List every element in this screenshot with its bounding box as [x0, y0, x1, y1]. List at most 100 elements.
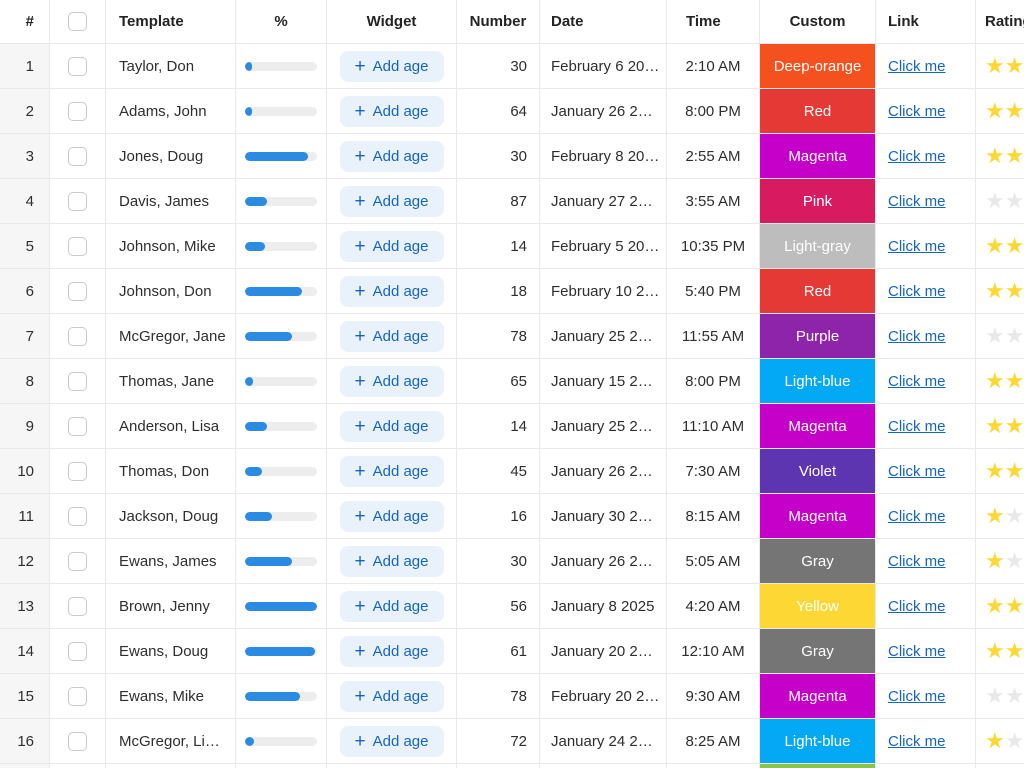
add-age-button[interactable]: + Add age [339, 365, 444, 397]
number-cell[interactable]: 30 [457, 134, 540, 179]
row-checkbox[interactable] [68, 686, 87, 706]
click-me-link[interactable]: Click me [888, 417, 946, 435]
star-icon[interactable]: ★ [1004, 143, 1024, 168]
time-cell[interactable]: 10:35 PM [667, 224, 760, 269]
number-cell[interactable]: 87 [457, 179, 540, 224]
time-cell[interactable]: 2:10 AM [667, 44, 760, 89]
click-me-link[interactable]: Click me [888, 597, 946, 615]
star-icon[interactable]: ★ [1004, 323, 1024, 348]
template-cell[interactable]: Johnson, Don [106, 269, 236, 314]
number-cell[interactable]: 14 [457, 404, 540, 449]
number-cell[interactable]: 56 [457, 584, 540, 629]
row-checkbox[interactable] [68, 641, 87, 661]
number-cell[interactable]: 72 [457, 719, 540, 764]
template-cell[interactable]: Johnson, Mike [106, 224, 236, 269]
row-checkbox[interactable] [68, 236, 87, 256]
star-icon[interactable]: ★ [1004, 683, 1024, 708]
date-cell[interactable]: January 20 2… [540, 629, 667, 674]
star-icon[interactable]: ★ [985, 458, 1005, 483]
star-icon[interactable]: ★ [985, 188, 1005, 213]
star-icon[interactable]: ★ [1004, 413, 1024, 438]
time-cell[interactable]: 11:10 AM [667, 404, 760, 449]
star-icon[interactable]: ★ [985, 143, 1005, 168]
time-cell[interactable]: 8:25 AM [667, 719, 760, 764]
star-icon[interactable]: ★ [985, 593, 1005, 618]
template-cell[interactable]: McGregor, Li… [106, 719, 236, 764]
date-cell[interactable]: January 26 2… [540, 449, 667, 494]
time-cell[interactable]: 3:55 AM [667, 179, 760, 224]
template-cell[interactable]: Thomas, Don [106, 449, 236, 494]
star-icon[interactable]: ★ [985, 548, 1005, 573]
add-age-button[interactable]: + Add age [339, 725, 444, 757]
star-icon[interactable]: ★ [1004, 188, 1024, 213]
template-cell[interactable]: Taylor, Don [106, 44, 236, 89]
add-age-button[interactable]: + Add age [339, 635, 444, 667]
template-cell[interactable]: Ewans, Doug [106, 629, 236, 674]
row-checkbox[interactable] [68, 731, 87, 751]
time-cell[interactable]: 2:55 AM [667, 134, 760, 179]
star-icon[interactable]: ★ [1004, 233, 1024, 258]
number-cell[interactable]: 65 [457, 359, 540, 404]
template-cell[interactable]: Ewans, Mike [106, 674, 236, 719]
add-age-button[interactable]: + Add age [339, 185, 444, 217]
click-me-link[interactable]: Click me [888, 642, 946, 660]
click-me-link[interactable]: Click me [888, 462, 946, 480]
add-age-button[interactable]: + Add age [339, 50, 444, 82]
star-icon[interactable]: ★ [1004, 638, 1024, 663]
add-age-button[interactable]: + Add age [339, 590, 444, 622]
add-age-button[interactable]: + Add age [339, 140, 444, 172]
number-cell[interactable]: 30 [457, 539, 540, 584]
number-cell[interactable]: 30 [457, 44, 540, 89]
time-cell[interactable]: 11:55 AM [667, 314, 760, 359]
number-cell[interactable]: 18 [457, 269, 540, 314]
star-icon[interactable]: ★ [1004, 98, 1024, 123]
date-cell[interactable]: January 27 2… [540, 179, 667, 224]
template-cell[interactable]: Davis, James [106, 179, 236, 224]
time-cell[interactable]: 7:30 AM [667, 449, 760, 494]
star-icon[interactable]: ★ [1004, 593, 1024, 618]
date-cell[interactable]: January 25 2… [540, 404, 667, 449]
row-checkbox[interactable] [68, 101, 87, 121]
star-icon[interactable]: ★ [1004, 548, 1024, 573]
number-cell[interactable]: 61 [457, 629, 540, 674]
time-cell[interactable]: 8:15 AM [667, 494, 760, 539]
number-cell[interactable] [457, 764, 540, 768]
star-icon[interactable]: ★ [985, 98, 1005, 123]
add-age-button[interactable]: + Add age [339, 680, 444, 712]
click-me-link[interactable]: Click me [888, 102, 946, 120]
date-cell[interactable]: January 26 2… [540, 89, 667, 134]
row-checkbox[interactable] [68, 326, 87, 346]
click-me-link[interactable]: Click me [888, 192, 946, 210]
time-cell[interactable]: 9:30 AM [667, 674, 760, 719]
number-cell[interactable]: 14 [457, 224, 540, 269]
add-age-button[interactable]: + Add age [339, 500, 444, 532]
date-cell[interactable]: February 8 20… [540, 134, 667, 179]
click-me-link[interactable]: Click me [888, 237, 946, 255]
star-icon[interactable]: ★ [1004, 53, 1024, 78]
star-icon[interactable]: ★ [1004, 368, 1024, 393]
click-me-link[interactable]: Click me [888, 552, 946, 570]
star-icon[interactable]: ★ [985, 503, 1005, 528]
date-cell[interactable]: February 5 20… [540, 224, 667, 269]
time-cell[interactable]: 8:00 PM [667, 359, 760, 404]
number-cell[interactable]: 78 [457, 674, 540, 719]
template-cell[interactable]: Adams, John [106, 89, 236, 134]
row-checkbox[interactable] [68, 551, 87, 571]
template-cell[interactable]: Ewans, James [106, 539, 236, 584]
click-me-link[interactable]: Click me [888, 147, 946, 165]
date-cell[interactable]: January 25 2… [540, 314, 667, 359]
date-cell[interactable]: February 20 2… [540, 674, 667, 719]
row-checkbox[interactable] [68, 371, 87, 391]
add-age-button[interactable]: + Add age [339, 320, 444, 352]
star-icon[interactable]: ★ [985, 53, 1005, 78]
date-cell[interactable] [540, 764, 667, 768]
add-age-button[interactable]: + Add age [339, 455, 444, 487]
template-cell[interactable]: McGregor, Jane [106, 314, 236, 359]
add-age-button[interactable]: + Add age [339, 545, 444, 577]
click-me-link[interactable]: Click me [888, 687, 946, 705]
add-age-button[interactable]: + Add age [339, 410, 444, 442]
star-icon[interactable]: ★ [985, 233, 1005, 258]
time-cell[interactable]: 5:40 PM [667, 269, 760, 314]
date-cell[interactable]: January 15 2… [540, 359, 667, 404]
click-me-link[interactable]: Click me [888, 327, 946, 345]
